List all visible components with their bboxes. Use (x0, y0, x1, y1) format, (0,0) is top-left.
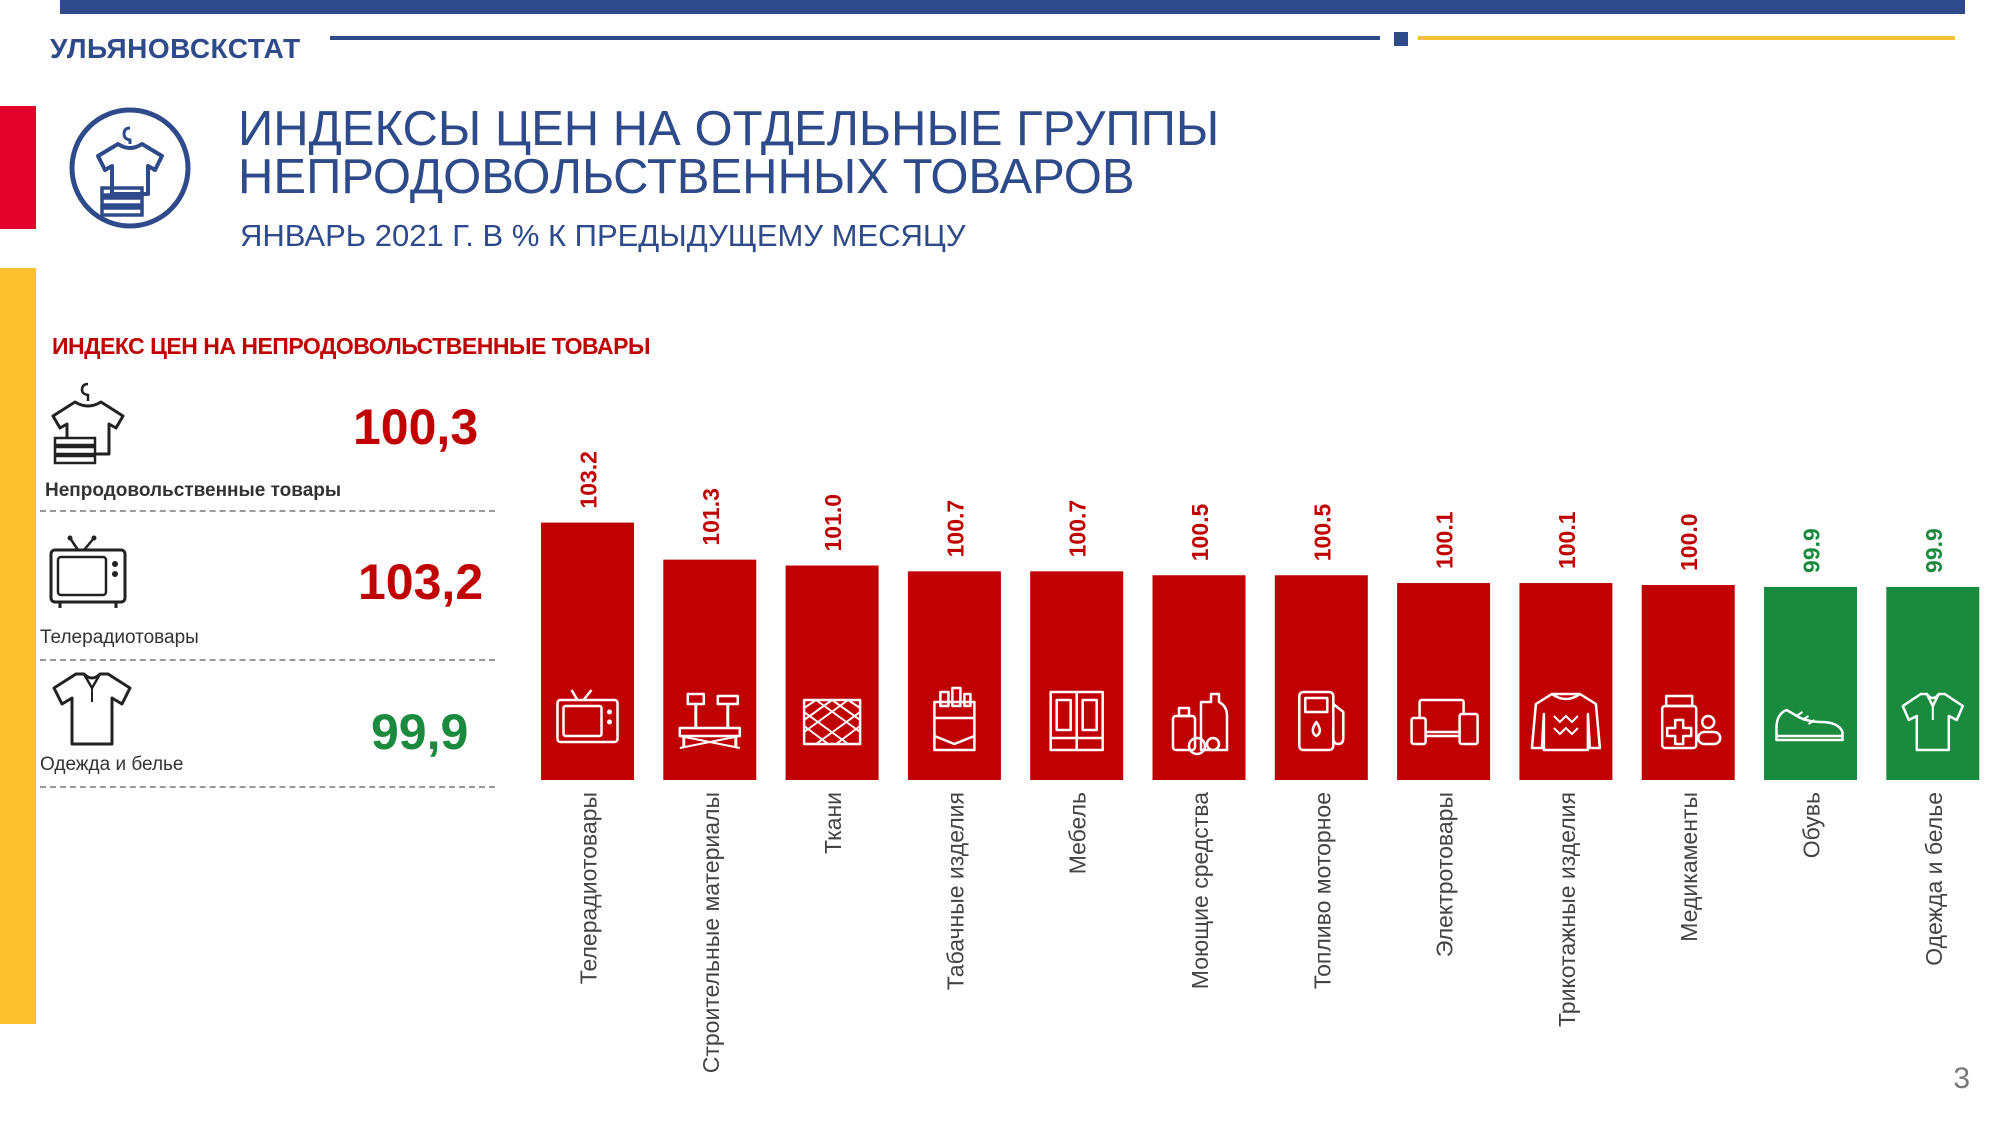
top-bar (60, 0, 1965, 14)
sneaker-icon (1775, 708, 1844, 742)
tv-icon (49, 535, 127, 608)
kpi-label-clothes: Одежда и белье (40, 754, 184, 775)
tv-icon (556, 689, 619, 744)
org-name: УЛЬЯНОВСКСТАТ (50, 33, 301, 64)
category-label: Строительные материалы (698, 792, 724, 1073)
category-label: Трикотажные изделия (1554, 792, 1580, 1027)
fuel-pump-icon (1298, 690, 1345, 752)
bar-5 (1152, 575, 1246, 780)
bar-value-label: 99.9 (1799, 528, 1825, 573)
shirt-icon (52, 672, 132, 746)
page-number: 3 (1953, 1062, 1970, 1095)
bar-1 (663, 559, 757, 780)
title-line-2: НЕПРОДОВОЛЬСТВЕННЫХ ТОВАРОВ (238, 150, 1135, 204)
wardrobe-icon (1049, 690, 1104, 752)
category-label: Табачные изделия (942, 792, 968, 990)
tools-icon (678, 692, 742, 749)
medicine-icon (1660, 694, 1722, 750)
bar-value-label: 101.0 (820, 494, 846, 552)
kpi-value-clothes: 99,9 (371, 704, 469, 760)
clothes-logo-icon (69, 107, 191, 229)
header-rule-yellow (1418, 36, 1955, 40)
bar-value-label: 100.7 (1065, 500, 1091, 558)
bar-9 (1641, 585, 1735, 780)
bar-7 (1397, 583, 1491, 780)
bar-value-label: 100.7 (942, 500, 968, 558)
bar-10 (1764, 586, 1857, 780)
page-title: ИНДЕКСЫ ЦЕН НА ОТДЕЛЬНЫЕ ГРУППЫ НЕПРОДОВ… (238, 102, 1220, 204)
detergent-icon (1171, 692, 1229, 756)
header-square (1394, 32, 1408, 46)
category-label: Моющие средства (1187, 792, 1213, 989)
bar-value-label: 103.2 (576, 451, 602, 509)
kpi-divider (40, 659, 495, 661)
header-rule-blue (330, 36, 1380, 40)
accent-strip-red (0, 106, 36, 229)
bar-3 (907, 571, 1001, 780)
category-label: Топливо моторное (1309, 792, 1335, 989)
summary-heading: ИНДЕКС ЦЕН НА НЕПРОДОВОЛЬСТВЕННЫЕ ТОВАРЫ (52, 333, 651, 359)
kpi-divider (40, 510, 495, 512)
kpi-value-tv: 103,2 (358, 554, 484, 610)
bar-value-label: 100.0 (1676, 513, 1702, 571)
bar-value-label: 100.5 (1309, 503, 1335, 561)
fabric-icon (802, 698, 862, 746)
category-label: Телерадиотовары (576, 792, 602, 984)
page-subtitle: ЯНВАРЬ 2021 Г. В % К ПРЕДЫДУЩЕМУ МЕСЯЦУ (240, 218, 966, 253)
sweater-icon (1530, 692, 1602, 752)
category-label: Электротовары (1432, 792, 1458, 957)
kpi-label-tv: Телерадиотовары (40, 627, 199, 648)
bar-value-label: 100.5 (1187, 503, 1213, 561)
bar-value-label: 99.9 (1921, 528, 1947, 573)
title-line-1: ИНДЕКСЫ ЦЕН НА ОТДЕЛЬНЫЕ ГРУППЫ (238, 102, 1220, 156)
category-label: Обувь (1799, 792, 1825, 858)
accent-strip-yellow (0, 268, 36, 1024)
bar-6 (1274, 575, 1368, 780)
devices-icon (1410, 698, 1479, 746)
bar-2 (785, 565, 879, 780)
bar-11 (1886, 586, 1980, 780)
shirt-icon (1901, 692, 1965, 752)
kpi-divider (40, 786, 495, 788)
cigarettes-icon (933, 686, 976, 752)
kpi-value-nonfood: 100,3 (353, 399, 479, 455)
category-label: Мебель (1065, 792, 1091, 874)
bar-value-label: 100.1 (1554, 511, 1580, 569)
category-label: Одежда и белье (1921, 792, 1947, 966)
bar-value-label: 100.1 (1432, 511, 1458, 569)
category-label: Медикаменты (1676, 792, 1702, 942)
clothes-hanger-icon (51, 382, 125, 465)
bar-value-label: 101.3 (698, 488, 724, 546)
category-label: Ткани (820, 792, 846, 854)
kpi-label-nonfood: Непродовольственные товары (45, 480, 342, 501)
